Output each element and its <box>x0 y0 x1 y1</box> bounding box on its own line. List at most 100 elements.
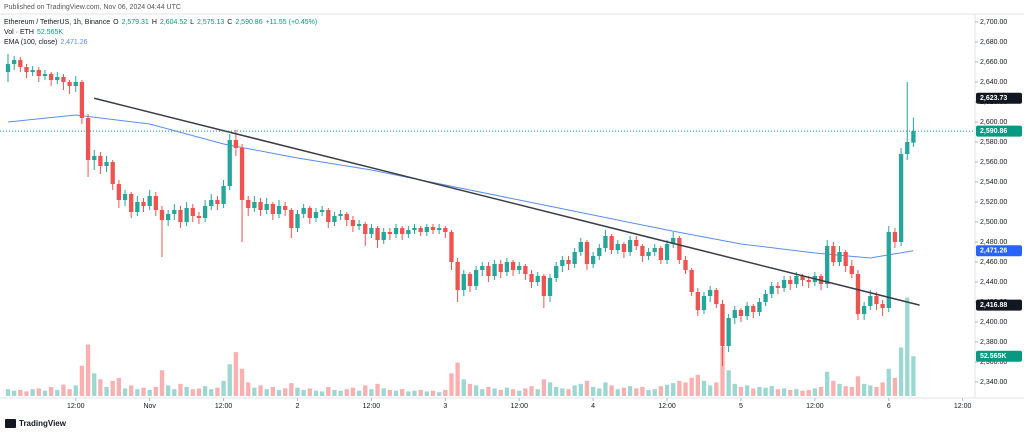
volume-bar <box>430 390 436 396</box>
candle-body <box>400 228 405 234</box>
volume-bar <box>560 388 565 396</box>
volume-bar <box>720 346 725 396</box>
candle-body <box>905 142 910 154</box>
candle-body <box>246 200 251 208</box>
y-tick-label: 2,560.00 <box>980 159 1007 166</box>
candle-body <box>806 280 811 282</box>
volume-bar <box>621 387 627 396</box>
candle-body <box>535 276 540 282</box>
volume-bar <box>473 385 479 396</box>
candle-body <box>92 156 97 160</box>
candle-body <box>732 310 737 318</box>
volume-bar <box>42 390 48 396</box>
volume-bar <box>498 389 503 396</box>
price-tag-label: 2,590.86 <box>980 128 1007 135</box>
legend-ohlc-key: H <box>152 19 157 26</box>
volume-bar <box>455 362 460 396</box>
candle-body <box>677 238 682 260</box>
candle-body <box>517 266 522 270</box>
y-tick-label: 2,460.00 <box>980 259 1007 266</box>
volume-bar <box>344 389 349 396</box>
volume-bar <box>252 387 257 396</box>
volume-bar <box>905 297 910 396</box>
candle-body <box>892 232 898 242</box>
candle-body <box>640 246 645 256</box>
candle-body <box>61 77 66 82</box>
x-tick-label: 12:00 <box>215 403 233 410</box>
volume-bar <box>406 391 411 396</box>
legend-ohlc-key: C <box>227 19 232 26</box>
volume-bar <box>769 386 774 396</box>
volume-bar <box>781 388 787 396</box>
candle-body <box>412 228 417 230</box>
candle-body <box>683 260 688 270</box>
candle-body <box>202 206 208 218</box>
volume-bar <box>492 388 497 396</box>
volume-bar <box>227 364 232 396</box>
candle-body <box>634 240 639 246</box>
volume-bar <box>264 389 269 396</box>
price-tag <box>976 299 1022 311</box>
x-tick-label: 12:00 <box>954 403 972 410</box>
logo-icon <box>5 419 16 428</box>
volume-bar <box>886 368 891 396</box>
candle-body <box>837 252 842 262</box>
candle-body <box>763 294 768 302</box>
candle-body <box>338 214 343 216</box>
volume-bar <box>190 389 195 396</box>
candle-body <box>646 252 651 256</box>
candle-body <box>886 232 891 308</box>
x-tick-label: Nov <box>143 403 156 410</box>
legend-ema-name: EMA (100, close) <box>4 39 57 46</box>
candle-body <box>159 210 165 220</box>
volume-bar <box>276 389 282 396</box>
volume-bar <box>535 389 540 396</box>
candle-body <box>510 262 516 270</box>
candle-body <box>831 246 836 262</box>
volume-bar <box>818 386 824 396</box>
y-tick-label: 2,680.00 <box>980 39 1007 46</box>
x-tick-label: 12:00 <box>806 403 824 410</box>
volume-bar <box>92 373 97 396</box>
candle-body <box>196 216 202 218</box>
candle-body <box>332 216 337 222</box>
candle-body <box>603 236 608 248</box>
volume-bar <box>400 389 405 396</box>
candle-body <box>449 232 454 262</box>
volume-bar <box>221 380 226 396</box>
candle-body <box>227 140 232 186</box>
candle-body <box>572 252 577 264</box>
volume-bar <box>147 389 152 396</box>
candle-body <box>554 266 559 278</box>
candle-body <box>911 131 916 143</box>
volume-bar <box>609 385 614 396</box>
volume-bar <box>153 386 158 396</box>
candle-body <box>664 244 670 260</box>
volume-bar <box>911 356 916 396</box>
candle-body <box>843 252 848 266</box>
volume-bar <box>424 391 429 396</box>
y-tick-label: 2,540.00 <box>980 179 1007 186</box>
volume-bar <box>677 380 682 396</box>
candle-body <box>658 248 664 260</box>
x-tick-label: 12:00 <box>510 403 528 410</box>
candle-body <box>720 304 725 346</box>
candle-body <box>98 156 103 166</box>
candle-body <box>492 264 497 276</box>
volume-bar <box>295 387 300 396</box>
volume-bar <box>751 388 756 396</box>
volume-bar <box>172 389 177 396</box>
candle-body <box>79 82 85 118</box>
volume-bar <box>289 383 294 396</box>
candle-body <box>363 224 368 234</box>
candle-body <box>523 266 528 274</box>
x-tick-label: 12:00 <box>363 403 381 410</box>
volume-bar <box>326 386 331 396</box>
volume-bar <box>178 383 183 396</box>
y-tick-label: 2,520.00 <box>980 199 1007 206</box>
candle-body <box>165 214 171 220</box>
candle-body <box>868 296 873 306</box>
volume-bar <box>707 385 713 396</box>
volume-bar <box>714 382 719 396</box>
